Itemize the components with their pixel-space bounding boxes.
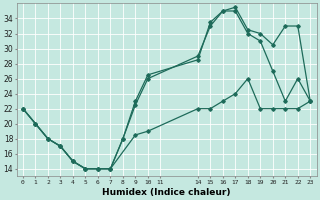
X-axis label: Humidex (Indice chaleur): Humidex (Indice chaleur) bbox=[102, 188, 231, 197]
